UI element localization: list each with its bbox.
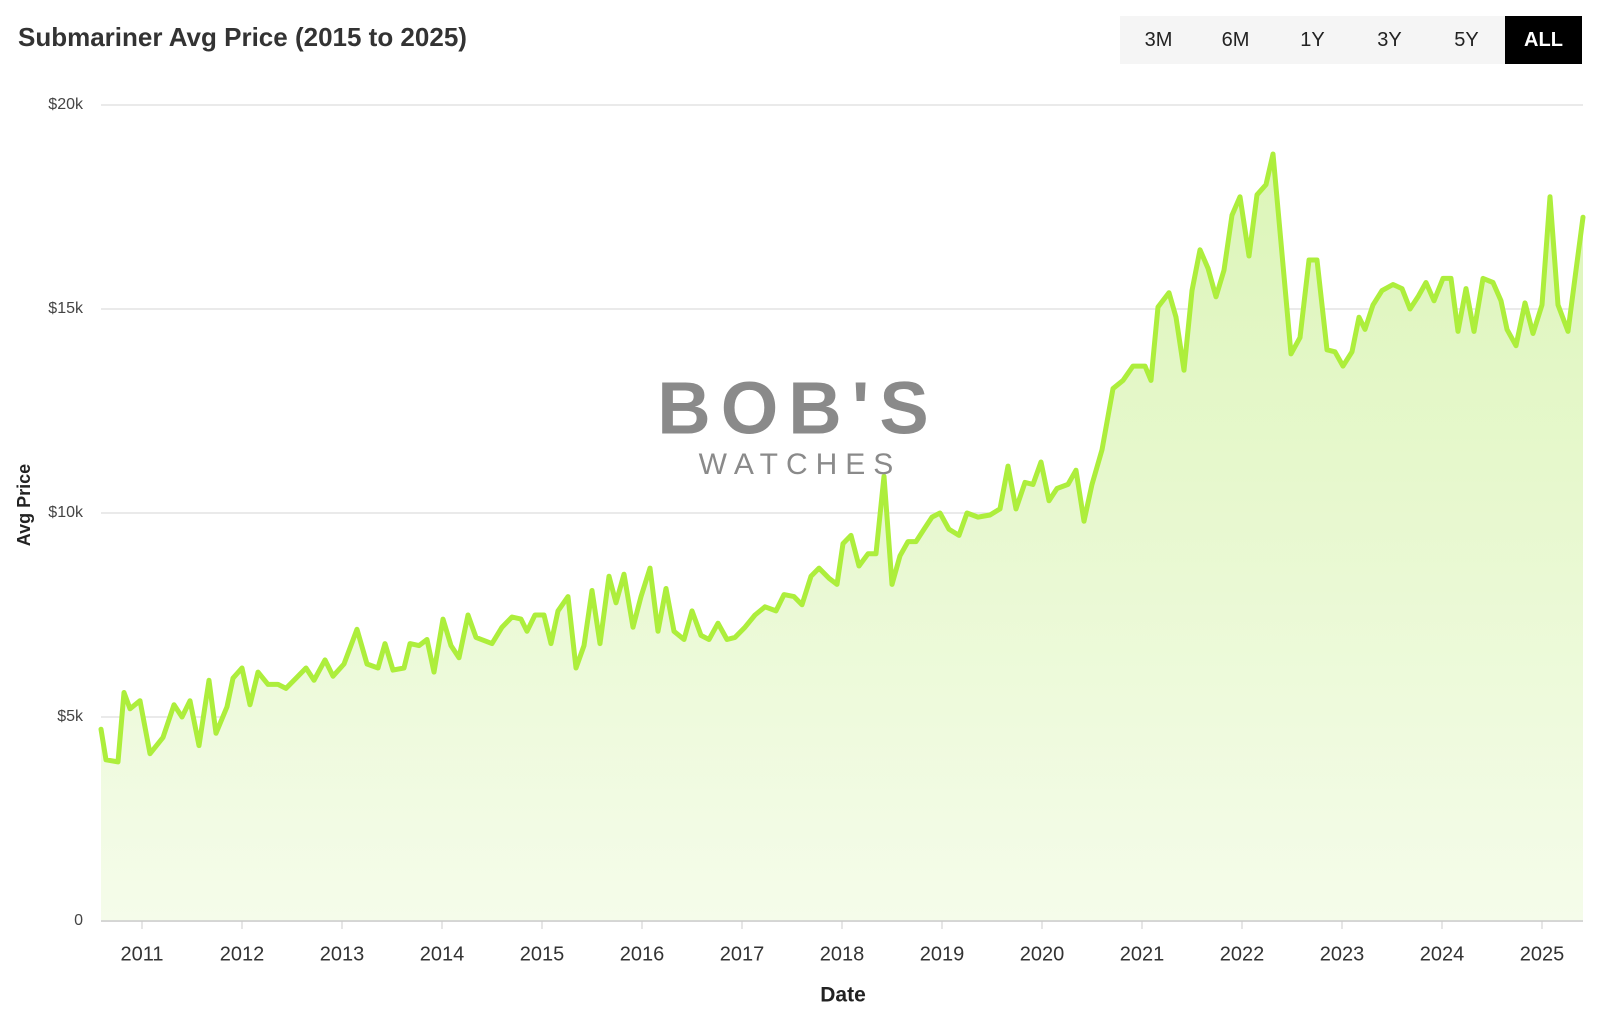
x-tick-label: 2016 xyxy=(620,943,665,965)
x-tick-label: 2014 xyxy=(420,943,465,965)
range-button[interactable]: 3Y xyxy=(1377,28,1402,51)
x-tick-label: 2021 xyxy=(1120,943,1165,965)
x-axis-title: Date xyxy=(820,984,866,1007)
y-tick-label: $20k xyxy=(48,96,84,113)
x-tick-label: 2020 xyxy=(1020,943,1065,965)
range-button[interactable]: 1Y xyxy=(1300,28,1325,51)
y-tick-label: 0 xyxy=(74,912,83,929)
range-selector: 3M 6M 1Y 3Y 5Y ALL xyxy=(1120,16,1582,64)
y-tick-label: $10k xyxy=(48,504,84,521)
range-button[interactable]: 6M xyxy=(1221,28,1250,51)
y-tick-label: $5k xyxy=(57,708,84,725)
x-tick-label: 2025 xyxy=(1520,943,1565,965)
line xyxy=(98,151,1586,765)
x-tick-label: 2018 xyxy=(820,943,865,965)
x-tick-label: 2011 xyxy=(120,943,163,965)
x-tick-label: 2023 xyxy=(1320,943,1365,965)
x-tick-label: 2024 xyxy=(1420,943,1465,965)
x-tick-label: 2012 xyxy=(220,943,265,965)
range-button[interactable]: ALL xyxy=(1505,16,1582,64)
chart-title: Submariner Avg Price (2015 to 2025) xyxy=(18,22,467,52)
range-button[interactable]: 3M xyxy=(1144,28,1173,51)
area xyxy=(101,154,1583,921)
x-tick-label: 2019 xyxy=(920,943,965,965)
y-tick-label: $15k xyxy=(48,300,84,317)
x-tick-label: 2015 xyxy=(520,943,565,965)
range-button[interactable]: 5Y xyxy=(1454,28,1479,51)
x-tick-label: 2022 xyxy=(1220,943,1265,965)
y-axis-title: Avg Price xyxy=(14,464,34,546)
x-tick-label: 2017 xyxy=(720,943,765,965)
watermark-brand: BOB'S xyxy=(657,367,938,450)
watermark-sub: WATCHES xyxy=(699,448,902,481)
x-tick-label: 2013 xyxy=(320,943,365,965)
